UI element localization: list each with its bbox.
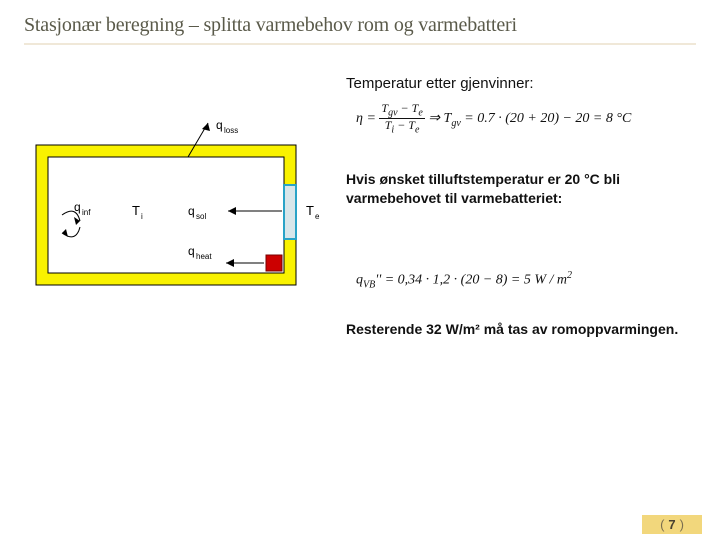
- svg-text:T: T: [132, 203, 140, 218]
- bracket-right: ): [676, 517, 688, 532]
- svg-text:q: q: [74, 200, 81, 214]
- subheading-temp-gjenvinner: Temperatur etter gjenvinner:: [346, 75, 692, 92]
- svg-text:T: T: [306, 203, 314, 218]
- svg-text:q: q: [188, 204, 195, 218]
- svg-text:inf: inf: [82, 208, 91, 217]
- slide-number: (7): [642, 515, 702, 534]
- slide-number-value: 7: [668, 517, 675, 532]
- svg-text:sol: sol: [196, 212, 206, 221]
- diagram-column: q loss q inf T i q sol q: [28, 75, 338, 401]
- page-title: Stasjonær beregning – splitta varmebehov…: [0, 0, 720, 43]
- svg-text:e: e: [315, 212, 320, 221]
- paragraph-varmebehov: Hvis ønsket tilluftstemperatur er 20 °C …: [346, 170, 692, 208]
- closing-text: Resterende 32 W/m² må tas av romoppvarmi…: [346, 320, 692, 339]
- equation-qvb: qVB'' = 0,34 · 1,2 · (20 − 8) = 5 W / m2: [356, 270, 692, 290]
- svg-text:i: i: [141, 212, 143, 221]
- content-area: q loss q inf T i q sol q: [0, 45, 720, 401]
- room-diagram: q loss q inf T i q sol q: [28, 115, 328, 295]
- svg-text:q: q: [216, 118, 223, 132]
- text-column: Temperatur etter gjenvinner: η = Tgv − T…: [338, 75, 692, 401]
- bracket-left: (: [656, 517, 668, 532]
- svg-text:q: q: [188, 244, 195, 258]
- svg-text:loss: loss: [224, 126, 238, 135]
- equation-eta: η = Tgv − TeTi − Te ⇒ Tgv = 0.7 · (20 + …: [356, 102, 692, 136]
- svg-text:heat: heat: [196, 252, 212, 261]
